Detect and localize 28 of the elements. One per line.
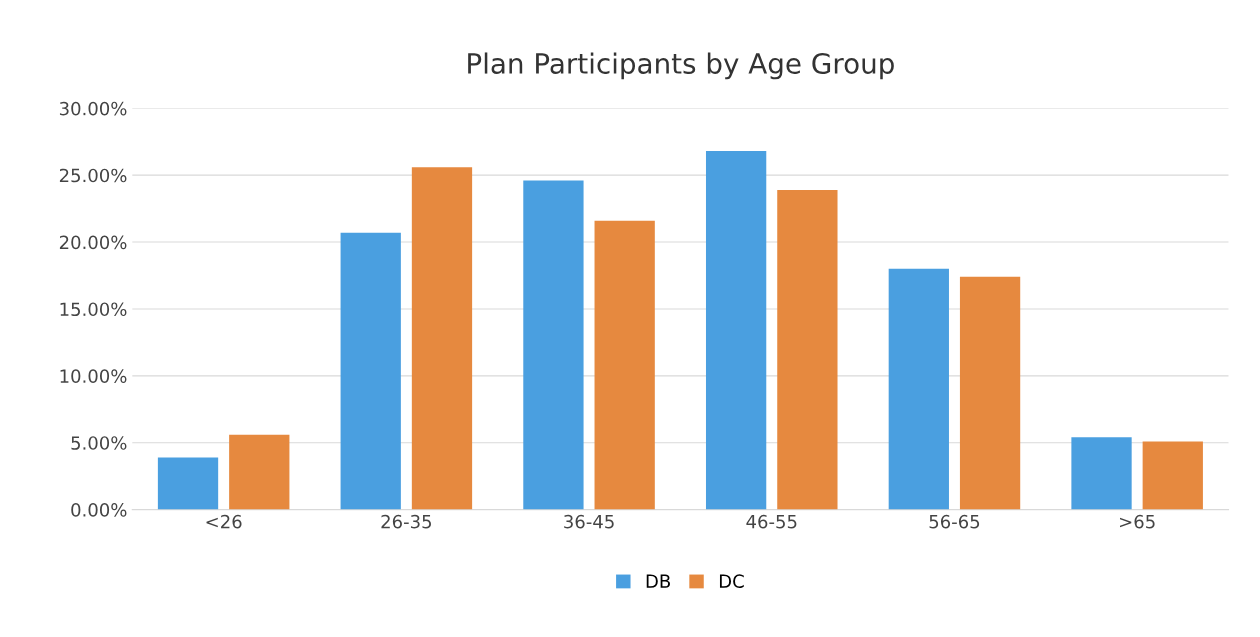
y-tick-label: 5.00% [71,436,127,450]
y-tick-label: 25.00% [59,168,127,183]
bar [340,232,401,510]
y-tick-label: 10.00% [60,369,127,383]
x-tick-label: 26-35 [381,514,432,529]
bar [777,189,838,510]
legend-label: DC [719,574,744,588]
y-tick-label: 15.00% [60,302,127,317]
bar [523,180,584,510]
bar [959,276,1021,510]
y-tick-label: 0.00% [71,503,127,517]
x-tick-label: 36-45 [564,514,614,529]
x-tick-label: 46-55 [746,514,797,529]
bar [1142,441,1203,510]
x-tick-label: 56-65 [929,514,980,529]
bar [1071,437,1132,510]
bar [705,151,767,510]
bar [229,434,290,510]
x-tick-label: <26 [206,514,242,529]
y-tick-label: 20.00% [59,235,127,250]
bar [888,268,949,510]
y-tick-label: 30.00% [59,101,127,116]
x-tick-label: >65 [1120,514,1155,529]
legend-label: DB [646,574,670,588]
bar [157,457,219,510]
bar [411,167,473,510]
bar [594,220,655,510]
chart-title: Plan Participants by Age Group [468,52,894,80]
